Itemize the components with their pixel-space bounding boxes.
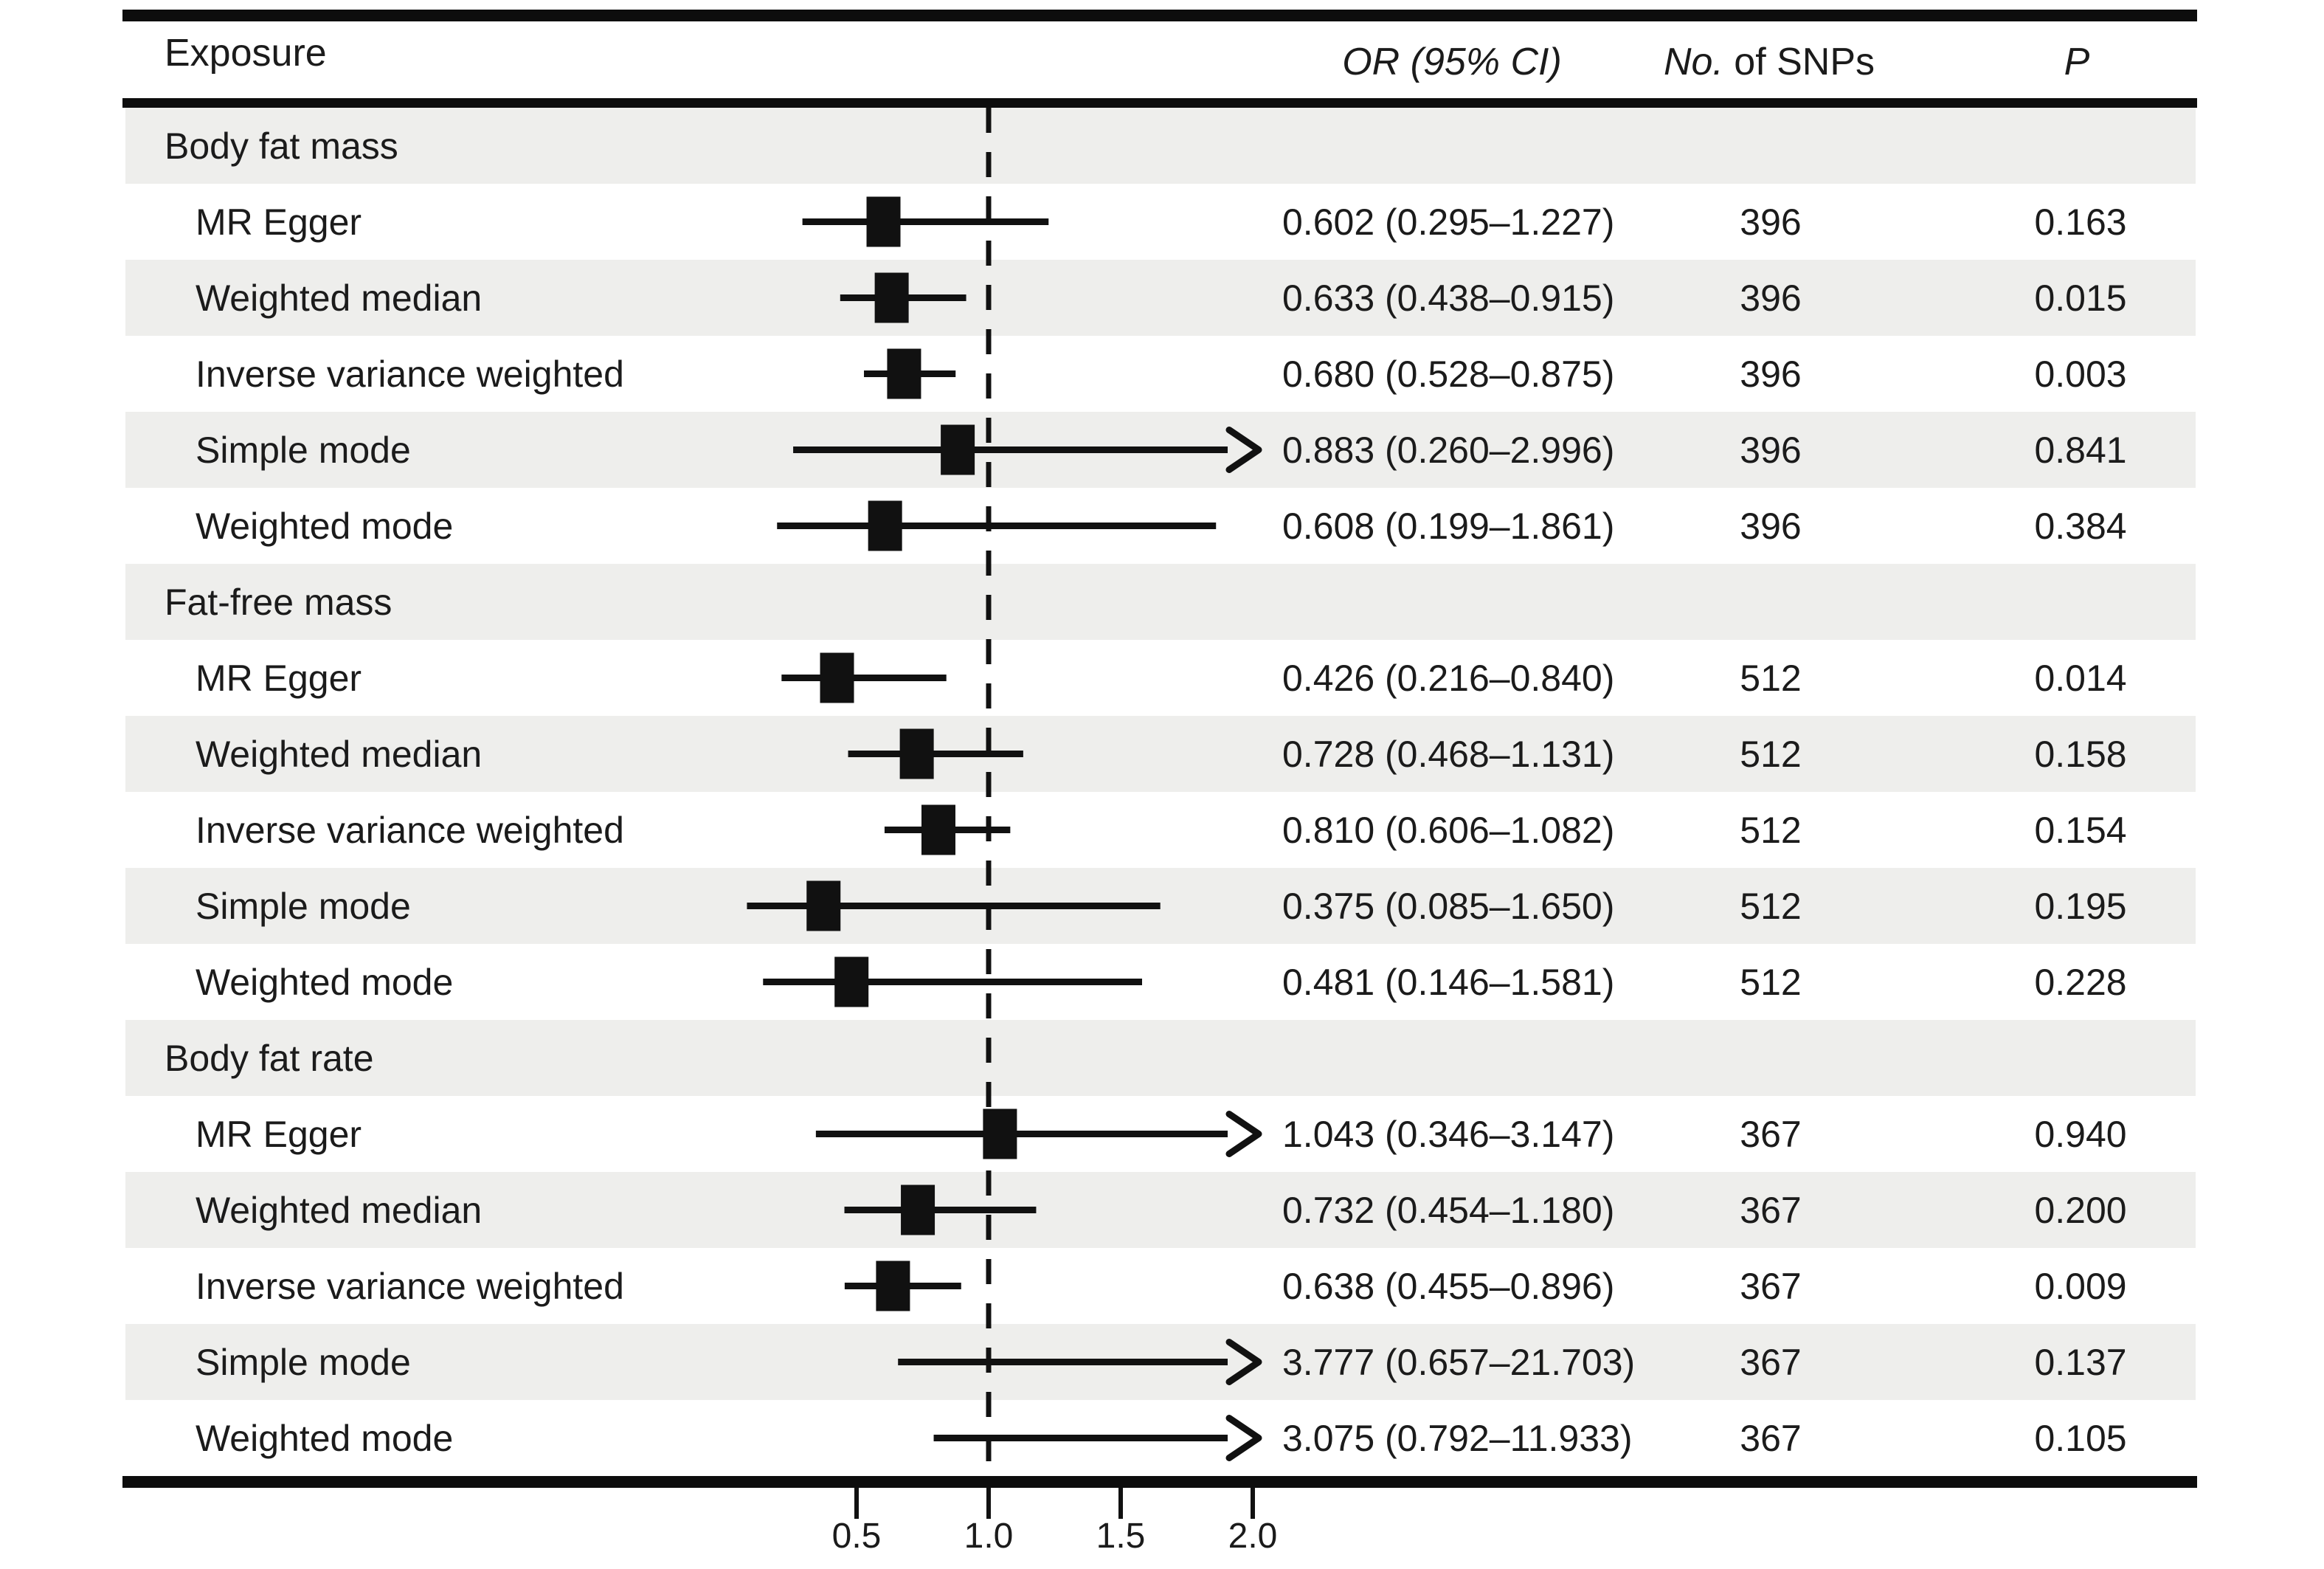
method-label: MR Egger	[196, 201, 362, 243]
table-row: MR Egger 0.602 (0.295–1.227) 396 0.163	[125, 184, 2196, 260]
snp-count: 367	[1740, 1189, 1802, 1231]
table-row: Weighted median 0.633 (0.438–0.915) 396 0.0…	[125, 260, 2196, 336]
snp-count: 512	[1740, 885, 1802, 927]
method-label: Inverse variance weighted	[196, 809, 624, 851]
table-row: Simple mode 0.375 (0.085–1.650) 512 0.195	[125, 868, 2196, 944]
axis-tick-label: 2.0	[1228, 1517, 1278, 1556]
method-label: Weighted median	[196, 277, 483, 319]
p-value: 0.009	[2034, 1265, 2127, 1307]
or-ci-value: 0.426 (0.216–0.840)	[1282, 657, 1615, 699]
axis-tick-label: 1.0	[964, 1517, 1014, 1556]
p-value: 0.384	[2034, 505, 2127, 547]
or-ci-column-header: OR (95% CI)	[1342, 41, 1562, 83]
method-label: Weighted mode	[196, 1417, 454, 1459]
method-label: MR Egger	[196, 1113, 362, 1155]
snp-count-column-header: No. of SNPs	[1622, 40, 1917, 84]
snp-count: 396	[1740, 201, 1802, 243]
or-ci-value: 0.883 (0.260–2.996)	[1282, 429, 1615, 471]
group-row: Fat-free mass	[125, 564, 2196, 640]
table-row: MR Egger 1.043 (0.346–3.147) 367 0.940	[125, 1096, 2196, 1172]
bottom-axis-rule	[122, 1476, 2197, 1488]
snp-count: 367	[1740, 1113, 1802, 1155]
p-value: 0.841	[2034, 429, 2127, 471]
p-value: 0.105	[2034, 1417, 2127, 1459]
snp-count: 396	[1740, 429, 1802, 471]
snp-count: 396	[1740, 353, 1802, 395]
snp-count: 396	[1740, 505, 1802, 547]
group-row: Body fat mass	[125, 108, 2196, 184]
p-value: 0.015	[2034, 277, 2127, 319]
method-label: Weighted mode	[196, 505, 454, 547]
table-row: Weighted mode 0.608 (0.199–1.861) 396 0.384	[125, 488, 2196, 564]
method-label: Weighted median	[196, 1189, 483, 1231]
axis-tick-label: 0.5	[831, 1517, 882, 1556]
table-row: Weighted mode 0.481 (0.146–1.581) 512 0.228	[125, 944, 2196, 1020]
p-value: 0.014	[2034, 657, 2127, 699]
exposure-group-label: Body fat rate	[165, 1037, 374, 1079]
p-value: 0.137	[2034, 1341, 2127, 1383]
header-rule	[122, 98, 2197, 108]
p-value: 0.200	[2034, 1189, 2127, 1231]
or-ci-value: 0.732 (0.454–1.180)	[1282, 1189, 1615, 1231]
table-row: Simple mode 0.883 (0.260–2.996) 396 0.841	[125, 412, 2196, 488]
exposure-column-header: Exposure	[165, 32, 327, 75]
or-ci-value: 0.728 (0.468–1.131)	[1282, 733, 1615, 775]
table-row: Inverse variance weighted 0.810 (0.606–1.…	[125, 792, 2196, 868]
method-label: Weighted mode	[196, 961, 454, 1003]
snp-header-regular-part: of SNPs	[1723, 41, 1875, 83]
method-label: Inverse variance weighted	[196, 1265, 624, 1307]
p-value: 0.940	[2034, 1113, 2127, 1155]
or-ci-value: 0.602 (0.295–1.227)	[1282, 201, 1615, 243]
table-row: MR Egger 0.426 (0.216–0.840) 512 0.014	[125, 640, 2196, 716]
table-row: Weighted median 0.728 (0.468–1.131) 512 0.1…	[125, 716, 2196, 792]
p-value: 0.154	[2034, 809, 2127, 851]
method-label: Simple mode	[196, 429, 411, 471]
snp-count: 396	[1740, 277, 1802, 319]
snp-count: 367	[1740, 1341, 1802, 1383]
method-label: Inverse variance weighted	[196, 353, 624, 395]
or-ci-value: 1.043 (0.346–3.147)	[1282, 1113, 1615, 1155]
snp-count: 367	[1740, 1417, 1802, 1459]
snp-count: 512	[1740, 733, 1802, 775]
table-row: Inverse variance weighted 0.680 (0.528–0.…	[125, 336, 2196, 412]
method-label: Simple mode	[196, 885, 411, 927]
group-row: Body fat rate	[125, 1020, 2196, 1096]
table-row: Weighted mode 3.075 (0.792–11.933) 367 0.10…	[125, 1400, 2196, 1476]
method-label: MR Egger	[196, 657, 362, 699]
snp-count: 512	[1740, 809, 1802, 851]
p-value: 0.228	[2034, 961, 2127, 1003]
or-ci-value: 3.777 (0.657–21.703)	[1282, 1341, 1636, 1383]
or-ci-value: 3.075 (0.792–11.933)	[1282, 1417, 1633, 1459]
method-label: Weighted median	[196, 733, 483, 775]
p-value-column-header: P	[2064, 41, 2090, 83]
axis-tick-label: 1.5	[1096, 1517, 1146, 1556]
snp-header-italic-part: No.	[1663, 41, 1723, 83]
snp-count: 512	[1740, 657, 1802, 699]
table-row: Simple mode 3.777 (0.657–21.703) 367 0.137	[125, 1324, 2196, 1400]
p-value: 0.003	[2034, 353, 2127, 395]
or-ci-value: 0.638 (0.455–0.896)	[1282, 1265, 1615, 1307]
or-ci-value: 0.375 (0.085–1.650)	[1282, 885, 1615, 927]
table-row: Inverse variance weighted 0.638 (0.455–0.…	[125, 1248, 2196, 1324]
table-row: Weighted median 0.732 (0.454–1.180) 367 0.2…	[125, 1172, 2196, 1248]
snp-count: 512	[1740, 961, 1802, 1003]
or-ci-value: 0.680 (0.528–0.875)	[1282, 353, 1615, 395]
or-ci-value: 0.608 (0.199–1.861)	[1282, 505, 1615, 547]
p-value: 0.163	[2034, 201, 2127, 243]
or-ci-value: 0.481 (0.146–1.581)	[1282, 961, 1615, 1003]
snp-count: 367	[1740, 1265, 1802, 1307]
p-value: 0.195	[2034, 885, 2127, 927]
exposure-group-label: Body fat mass	[165, 125, 398, 167]
top-rule	[122, 10, 2197, 21]
or-ci-value: 0.633 (0.438–0.915)	[1282, 277, 1615, 319]
or-ci-value: 0.810 (0.606–1.082)	[1282, 809, 1615, 851]
exposure-group-label: Fat-free mass	[165, 581, 392, 623]
p-value: 0.158	[2034, 733, 2127, 775]
method-label: Simple mode	[196, 1341, 411, 1383]
